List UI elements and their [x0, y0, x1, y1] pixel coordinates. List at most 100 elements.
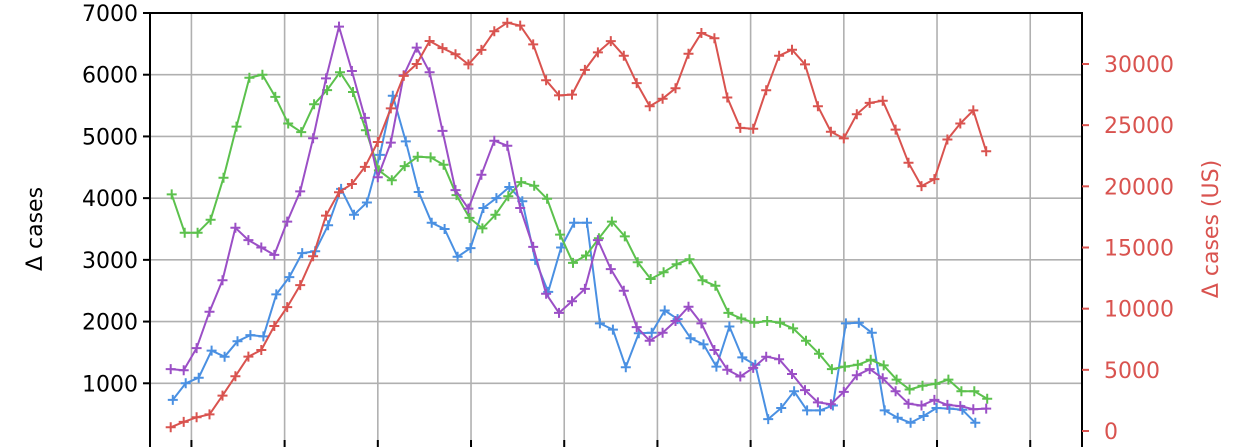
- data-point: [230, 371, 241, 382]
- y-tick-label-left: 3000: [82, 249, 138, 274]
- data-point: [335, 67, 345, 78]
- data-point: [554, 90, 564, 101]
- data-point: [230, 222, 241, 233]
- data-point: [269, 321, 280, 331]
- data-point: [204, 409, 215, 420]
- data-point: [334, 187, 344, 198]
- data-point: [581, 250, 591, 261]
- data-point: [439, 224, 450, 234]
- data-point: [372, 137, 383, 147]
- data-point: [205, 214, 216, 225]
- data-point: [282, 302, 293, 313]
- data-point: [607, 324, 618, 335]
- data-point: [670, 83, 681, 94]
- data-point: [814, 348, 824, 359]
- data-point: [968, 404, 979, 415]
- data-point: [359, 161, 370, 172]
- data-point: [191, 412, 202, 423]
- data-point: [812, 101, 823, 112]
- data-point: [257, 69, 268, 80]
- data-point: [696, 28, 707, 38]
- y-tick-label-left: 4000: [82, 187, 138, 212]
- data-point: [670, 316, 681, 326]
- data-point: [465, 243, 476, 254]
- data-point: [955, 401, 966, 412]
- data-point: [258, 331, 269, 342]
- data-point: [838, 133, 849, 144]
- data-point: [709, 345, 720, 355]
- data-point: [219, 351, 230, 362]
- y-tick-label-right: 0: [1104, 420, 1118, 445]
- data-point: [644, 101, 655, 112]
- data-point: [282, 216, 293, 227]
- data-point: [579, 64, 590, 75]
- data-point: [724, 321, 735, 332]
- data-point: [478, 203, 489, 213]
- data-point: [256, 345, 267, 355]
- data-point: [787, 44, 797, 55]
- data-point: [491, 193, 502, 204]
- data-point: [890, 386, 901, 397]
- data-point: [698, 339, 709, 350]
- y-tick-label-right: 25000: [1104, 114, 1174, 139]
- data-point: [569, 217, 580, 228]
- y-tick-label-right: 30000: [1104, 53, 1174, 78]
- data-point: [955, 118, 966, 129]
- plot-frame: [149, 12, 1083, 447]
- data-point: [424, 67, 435, 78]
- data-point: [774, 354, 785, 365]
- y-tick-label-right: 10000: [1104, 298, 1174, 323]
- data-point: [217, 390, 228, 401]
- data-point: [452, 251, 463, 262]
- data-point: [801, 335, 811, 346]
- y-tick-label-left: 1000: [82, 372, 138, 397]
- data-point: [787, 369, 797, 379]
- data-point: [605, 264, 616, 275]
- data-point: [296, 127, 307, 138]
- data-point: [231, 121, 242, 132]
- data-point: [204, 306, 215, 317]
- data-point: [748, 362, 759, 373]
- data-point: [165, 364, 176, 375]
- data-point: [903, 157, 914, 168]
- data-point: [399, 161, 410, 172]
- data-point: [424, 36, 435, 46]
- data-point: [657, 327, 668, 338]
- data-point: [477, 223, 488, 234]
- data-point: [592, 235, 603, 246]
- data-point: [904, 384, 915, 395]
- data-point: [761, 85, 772, 96]
- data-point: [502, 17, 513, 28]
- data-point: [839, 361, 850, 372]
- data-point: [297, 248, 308, 259]
- data-point: [283, 118, 294, 129]
- data-point: [890, 124, 901, 135]
- y-axis-right-title: Δ cases (US): [1199, 160, 1224, 298]
- data-point: [685, 333, 696, 344]
- data-point: [346, 66, 357, 76]
- data-point: [736, 313, 747, 324]
- data-point: [789, 386, 800, 397]
- data-point: [877, 373, 888, 384]
- data-point: [840, 318, 851, 329]
- data-point: [646, 327, 657, 338]
- data-point: [864, 97, 875, 108]
- data-point: [970, 417, 981, 428]
- data-point: [528, 241, 539, 252]
- data-point: [529, 180, 540, 191]
- series-line: [170, 71, 988, 400]
- data-point: [206, 345, 217, 356]
- data-point: [243, 351, 254, 362]
- data-point: [284, 272, 295, 283]
- data-point: [722, 92, 733, 103]
- y-tick-label-right: 5000: [1104, 359, 1160, 384]
- data-point: [489, 135, 500, 146]
- data-point: [851, 370, 862, 381]
- data-point: [504, 182, 515, 192]
- data-point: [385, 137, 396, 148]
- data-point: [193, 372, 204, 383]
- data-point: [852, 359, 863, 370]
- data-point: [178, 416, 189, 427]
- data-point: [463, 59, 474, 70]
